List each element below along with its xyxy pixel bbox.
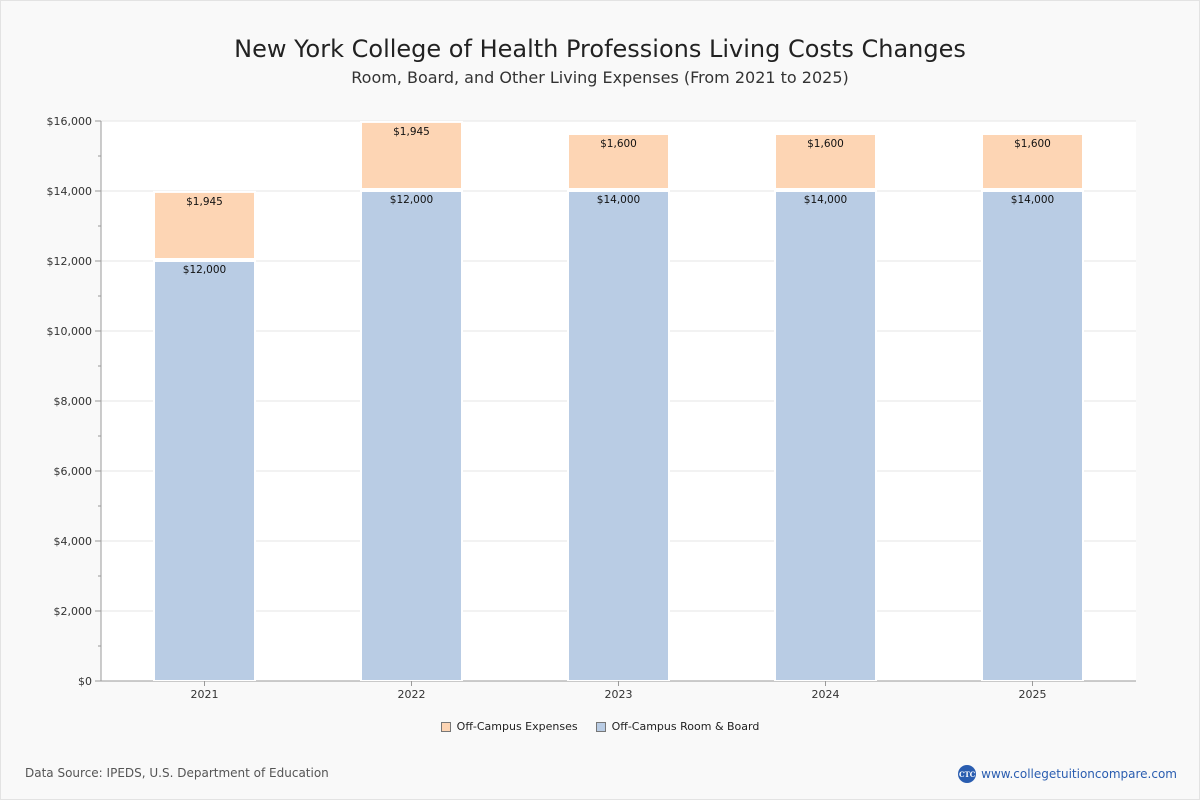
y-tick-label: $6,000 <box>54 465 93 478</box>
bar-2025-room-board <box>983 192 1082 680</box>
brand-url: www.collegetuitioncompare.com <box>981 767 1177 781</box>
brand-link[interactable]: CTC www.collegetuitioncompare.com <box>958 765 1177 783</box>
x-tick-label: 2025 <box>1019 688 1047 701</box>
data-source-text: Data Source: IPEDS, U.S. Department of E… <box>25 766 329 780</box>
chart-title: New York College of Health Professions L… <box>234 35 966 63</box>
legend-label-expenses: Off-Campus Expenses <box>456 720 578 733</box>
x-tick-label: 2024 <box>812 688 840 701</box>
data-label: $12,000 <box>183 264 226 276</box>
data-label: $14,000 <box>1011 194 1054 206</box>
y-tick-label: $10,000 <box>47 325 93 338</box>
legend-swatch-room-board <box>595 721 606 732</box>
data-label: $1,600 <box>807 138 844 150</box>
legend-swatch-expenses <box>440 721 451 732</box>
chart-subtitle: Room, Board, and Other Living Expenses (… <box>351 68 849 87</box>
bar-2021-expenses <box>155 192 254 258</box>
data-label: $14,000 <box>804 194 847 206</box>
bar-2024-expenses <box>776 135 875 188</box>
brand-logo-icon: CTC <box>958 765 977 783</box>
x-tick-label: 2021 <box>191 688 219 701</box>
y-tick-label: $16,000 <box>47 115 93 128</box>
bar-2024-room-board <box>776 192 875 680</box>
bar-2023-expenses <box>569 135 668 188</box>
x-tick-label: 2022 <box>398 688 426 701</box>
y-tick-label: $0 <box>78 675 92 688</box>
y-tick-label: $4,000 <box>54 535 93 548</box>
data-label: $12,000 <box>390 194 433 206</box>
y-tick-label: $14,000 <box>47 185 93 198</box>
x-tick-label: 2023 <box>605 688 633 701</box>
data-label: $1,600 <box>600 138 637 150</box>
y-tick-label: $8,000 <box>54 395 93 408</box>
y-tick-label: $2,000 <box>54 605 93 618</box>
bar-2023-room-board <box>569 192 668 680</box>
legend-item-expenses[interactable]: Off-Campus Expenses <box>440 720 578 733</box>
legend-label-room-board: Off-Campus Room & Board <box>611 720 760 733</box>
chart-legend: Off-Campus Expenses Off-Campus Room & Bo… <box>1 720 1199 733</box>
legend-item-room-board[interactable]: Off-Campus Room & Board <box>595 720 760 733</box>
data-label: $1,600 <box>1014 138 1051 150</box>
bar-2022-room-board <box>362 192 461 680</box>
bar-2021-room-board <box>155 262 254 680</box>
data-label: $14,000 <box>597 194 640 206</box>
data-label: $1,945 <box>186 196 223 208</box>
bar-2025-expenses <box>983 135 1082 188</box>
y-tick-label: $12,000 <box>47 255 93 268</box>
bar-2022-expenses <box>362 122 461 188</box>
data-label: $1,945 <box>393 126 430 138</box>
